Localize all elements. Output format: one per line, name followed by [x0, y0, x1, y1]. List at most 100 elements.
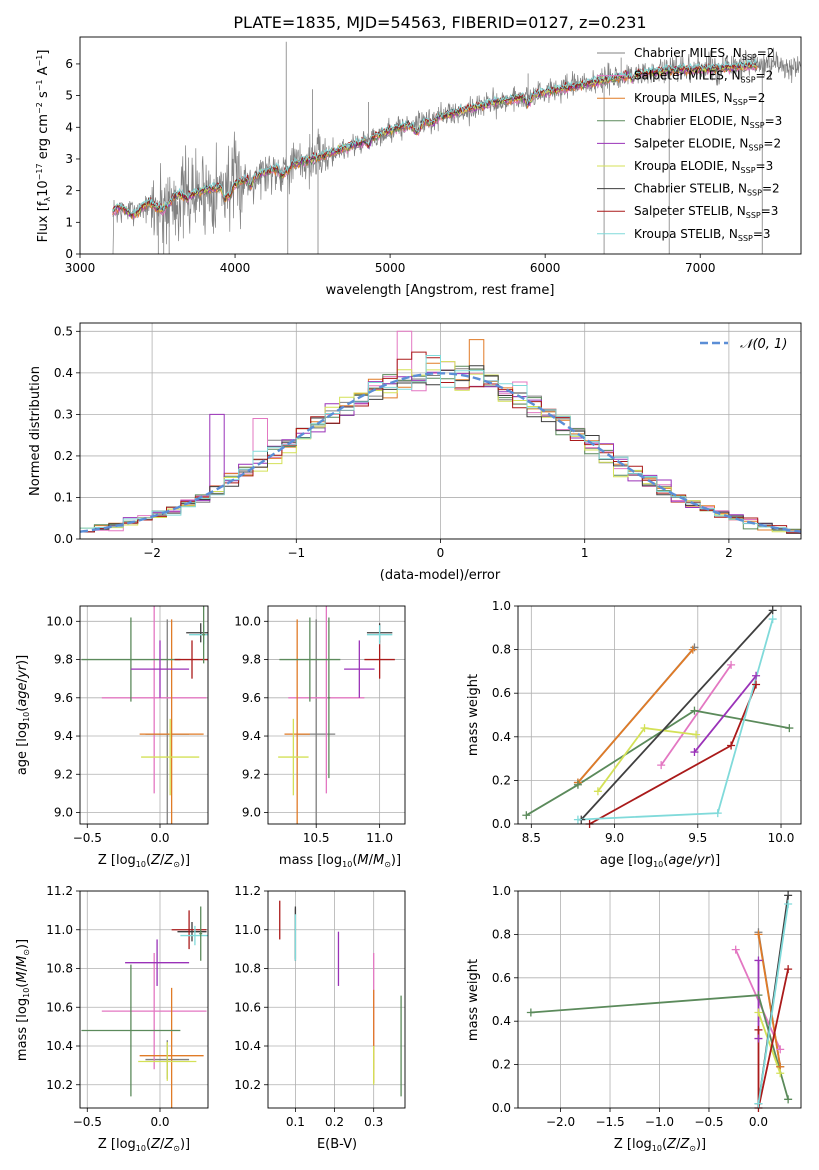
x-axis-label-part: 10 — [652, 1144, 662, 1153]
x-tick-label: −1 — [287, 546, 305, 560]
y-tick-label: 10.0 — [234, 614, 261, 628]
legend-label: Chabrier STELIB, NSSP=2 — [634, 182, 780, 198]
y-tick-label: 1 — [65, 215, 73, 229]
y-tick-label: 0.0 — [54, 532, 73, 546]
y-axis-label-part: age — [15, 682, 30, 706]
x-axis-label: Z [log10(Z/Z⊙)] — [98, 1137, 190, 1153]
x-axis-label-part: M — [357, 853, 368, 868]
y-axis-label-part: −1 — [35, 79, 44, 91]
x-tick-label: −2 — [143, 546, 161, 560]
plot-area-residuals — [80, 323, 801, 539]
y-axis-label-part: M — [15, 971, 30, 982]
x-tick-label: 2 — [725, 546, 733, 560]
x-tick-label: 0 — [437, 546, 445, 560]
y-tick-label: 4 — [65, 120, 73, 134]
x-tick-label: 7000 — [685, 261, 716, 275]
x-tick-label: −2.0 — [546, 1115, 575, 1129]
weight-marker — [657, 761, 666, 770]
y-tick-label: 10.8 — [46, 962, 73, 976]
y-tick-label: 9.0 — [242, 806, 261, 820]
legend-label-part: Chabrier ELODIE, N — [634, 114, 750, 128]
y-tick-label: 10.4 — [46, 1039, 73, 1053]
x-axis-label: E(B-V) — [317, 1137, 357, 1152]
y-tick-label: 9.2 — [54, 767, 73, 781]
y-tick-label: 9.6 — [242, 691, 261, 705]
weight-marker — [754, 1025, 763, 1034]
y-tick-label: 10.0 — [46, 614, 73, 628]
legend-label-part: SSP — [748, 143, 763, 152]
y-axis-label-part: )] — [15, 655, 30, 665]
y-axis-label-part: 10 — [22, 712, 31, 722]
x-axis-label-part: yr — [696, 853, 712, 868]
weight-marker — [573, 780, 582, 789]
legend-label-part: =3 — [756, 159, 774, 173]
model-spectrum — [112, 58, 758, 215]
legend-label-part: SSP — [747, 189, 762, 198]
x-axis-label-part: age — [668, 853, 692, 868]
x-tick-label: 3000 — [65, 261, 96, 275]
legend-label-part: SSP — [750, 121, 765, 130]
legend-label-part: Salpeter ELODIE, N — [634, 136, 748, 150]
y-tick-label: 0.2 — [492, 1058, 511, 1072]
weight-marker — [754, 930, 763, 939]
y-tick-label: 0.6 — [492, 686, 511, 700]
y-tick-label: 0.4 — [492, 1014, 511, 1028]
x-axis-label: mass [log10(M/M⊙)] — [279, 853, 401, 869]
x-axis-label-part: ⊙ — [384, 860, 391, 869]
legend-label: Salpeter STELIB, NSSP=3 — [634, 204, 778, 220]
x-axis-label-part: )] — [180, 1137, 190, 1152]
x-tick-label: −1.0 — [645, 1115, 674, 1129]
y-axis-label-part: / — [15, 677, 30, 682]
y-tick-label: 1.0 — [492, 884, 511, 898]
y-axis-label-part: ( — [15, 707, 30, 712]
x-tick-label: −0.5 — [694, 1115, 723, 1129]
y-tick-label: 11.0 — [234, 923, 261, 937]
y-axis-label-part: / — [15, 966, 30, 971]
y-axis-label: Flux [fλ10−17 erg cm−2 s−1 A−1] — [35, 50, 52, 243]
y-axis-label-part: yr — [15, 663, 30, 679]
weight-marker — [754, 1008, 763, 1017]
legend-label-part: SSP — [741, 76, 756, 85]
x-axis-label-part: )] — [710, 853, 720, 868]
y-tick-label: 1.0 — [492, 599, 511, 613]
plot-area-age_metallicity — [80, 606, 208, 824]
legend-label: Kroupa STELIB, NSSP=3 — [634, 227, 771, 243]
legend-label: Salpeter MILES, NSSP=2 — [634, 69, 773, 85]
x-axis-label-part: M — [373, 853, 384, 868]
weight-marker — [768, 606, 777, 615]
weight-marker — [522, 811, 531, 820]
weight-marker — [573, 815, 582, 824]
weight-marker — [692, 730, 701, 739]
plot-area-age_mass — [268, 606, 405, 824]
weight-marker — [776, 1069, 785, 1078]
x-tick-label: −1.5 — [595, 1115, 624, 1129]
y-axis-label-part: M — [15, 956, 30, 967]
x-axis-label: Z [log10(Z/Z⊙)] — [614, 1137, 706, 1153]
plot-area-mass_ebv — [268, 891, 405, 1108]
panel-weight_age: 8.5 9.0 9.5 10.0 0.0 0.2 0.4 0.6 0.8 1.0 age [log1… — [466, 599, 802, 869]
x-axis-label-part: Z — [666, 1137, 677, 1152]
y-tick-label: 9.8 — [54, 653, 73, 667]
y-tick-label: 10.8 — [234, 962, 261, 976]
x-axis-label-part: Z — [163, 1137, 174, 1152]
x-tick-label: 10.5 — [303, 831, 330, 845]
weight-marker — [593, 787, 602, 796]
panel-mass_ebv: 0.1 0.2 0.3 10.2 10.4 10.6 10.8 11.0 11.2 E(B-V) — [234, 884, 406, 1152]
panel-age_metallicity: −0.5 0.09.09.29.49.69.810.0Z [log10(Z/Z⊙)… — [15, 605, 209, 869]
x-tick-label: 0.0 — [150, 1115, 169, 1129]
legend-label-part: Salpeter STELIB, N — [634, 204, 746, 218]
axes-frame — [79, 36, 802, 255]
y-tick-label: 5 — [65, 89, 73, 103]
x-axis-label-part: Z — [150, 853, 161, 868]
weight-marker — [526, 1008, 535, 1017]
y-axis-label-part: 10 — [36, 180, 51, 197]
y-tick-label: 3 — [65, 152, 73, 166]
x-axis-label-part: / — [160, 853, 165, 868]
x-axis-label-part: ⊙ — [173, 1144, 180, 1153]
legend-label: 𝒩(0, 1) — [740, 337, 787, 352]
legend-label-part: Kroupa ELODIE, N — [634, 159, 741, 173]
x-axis-label-part: Z — [679, 1137, 690, 1152]
weight-marker — [640, 724, 649, 733]
legend-label: Chabrier ELODIE, NSSP=3 — [634, 114, 782, 130]
